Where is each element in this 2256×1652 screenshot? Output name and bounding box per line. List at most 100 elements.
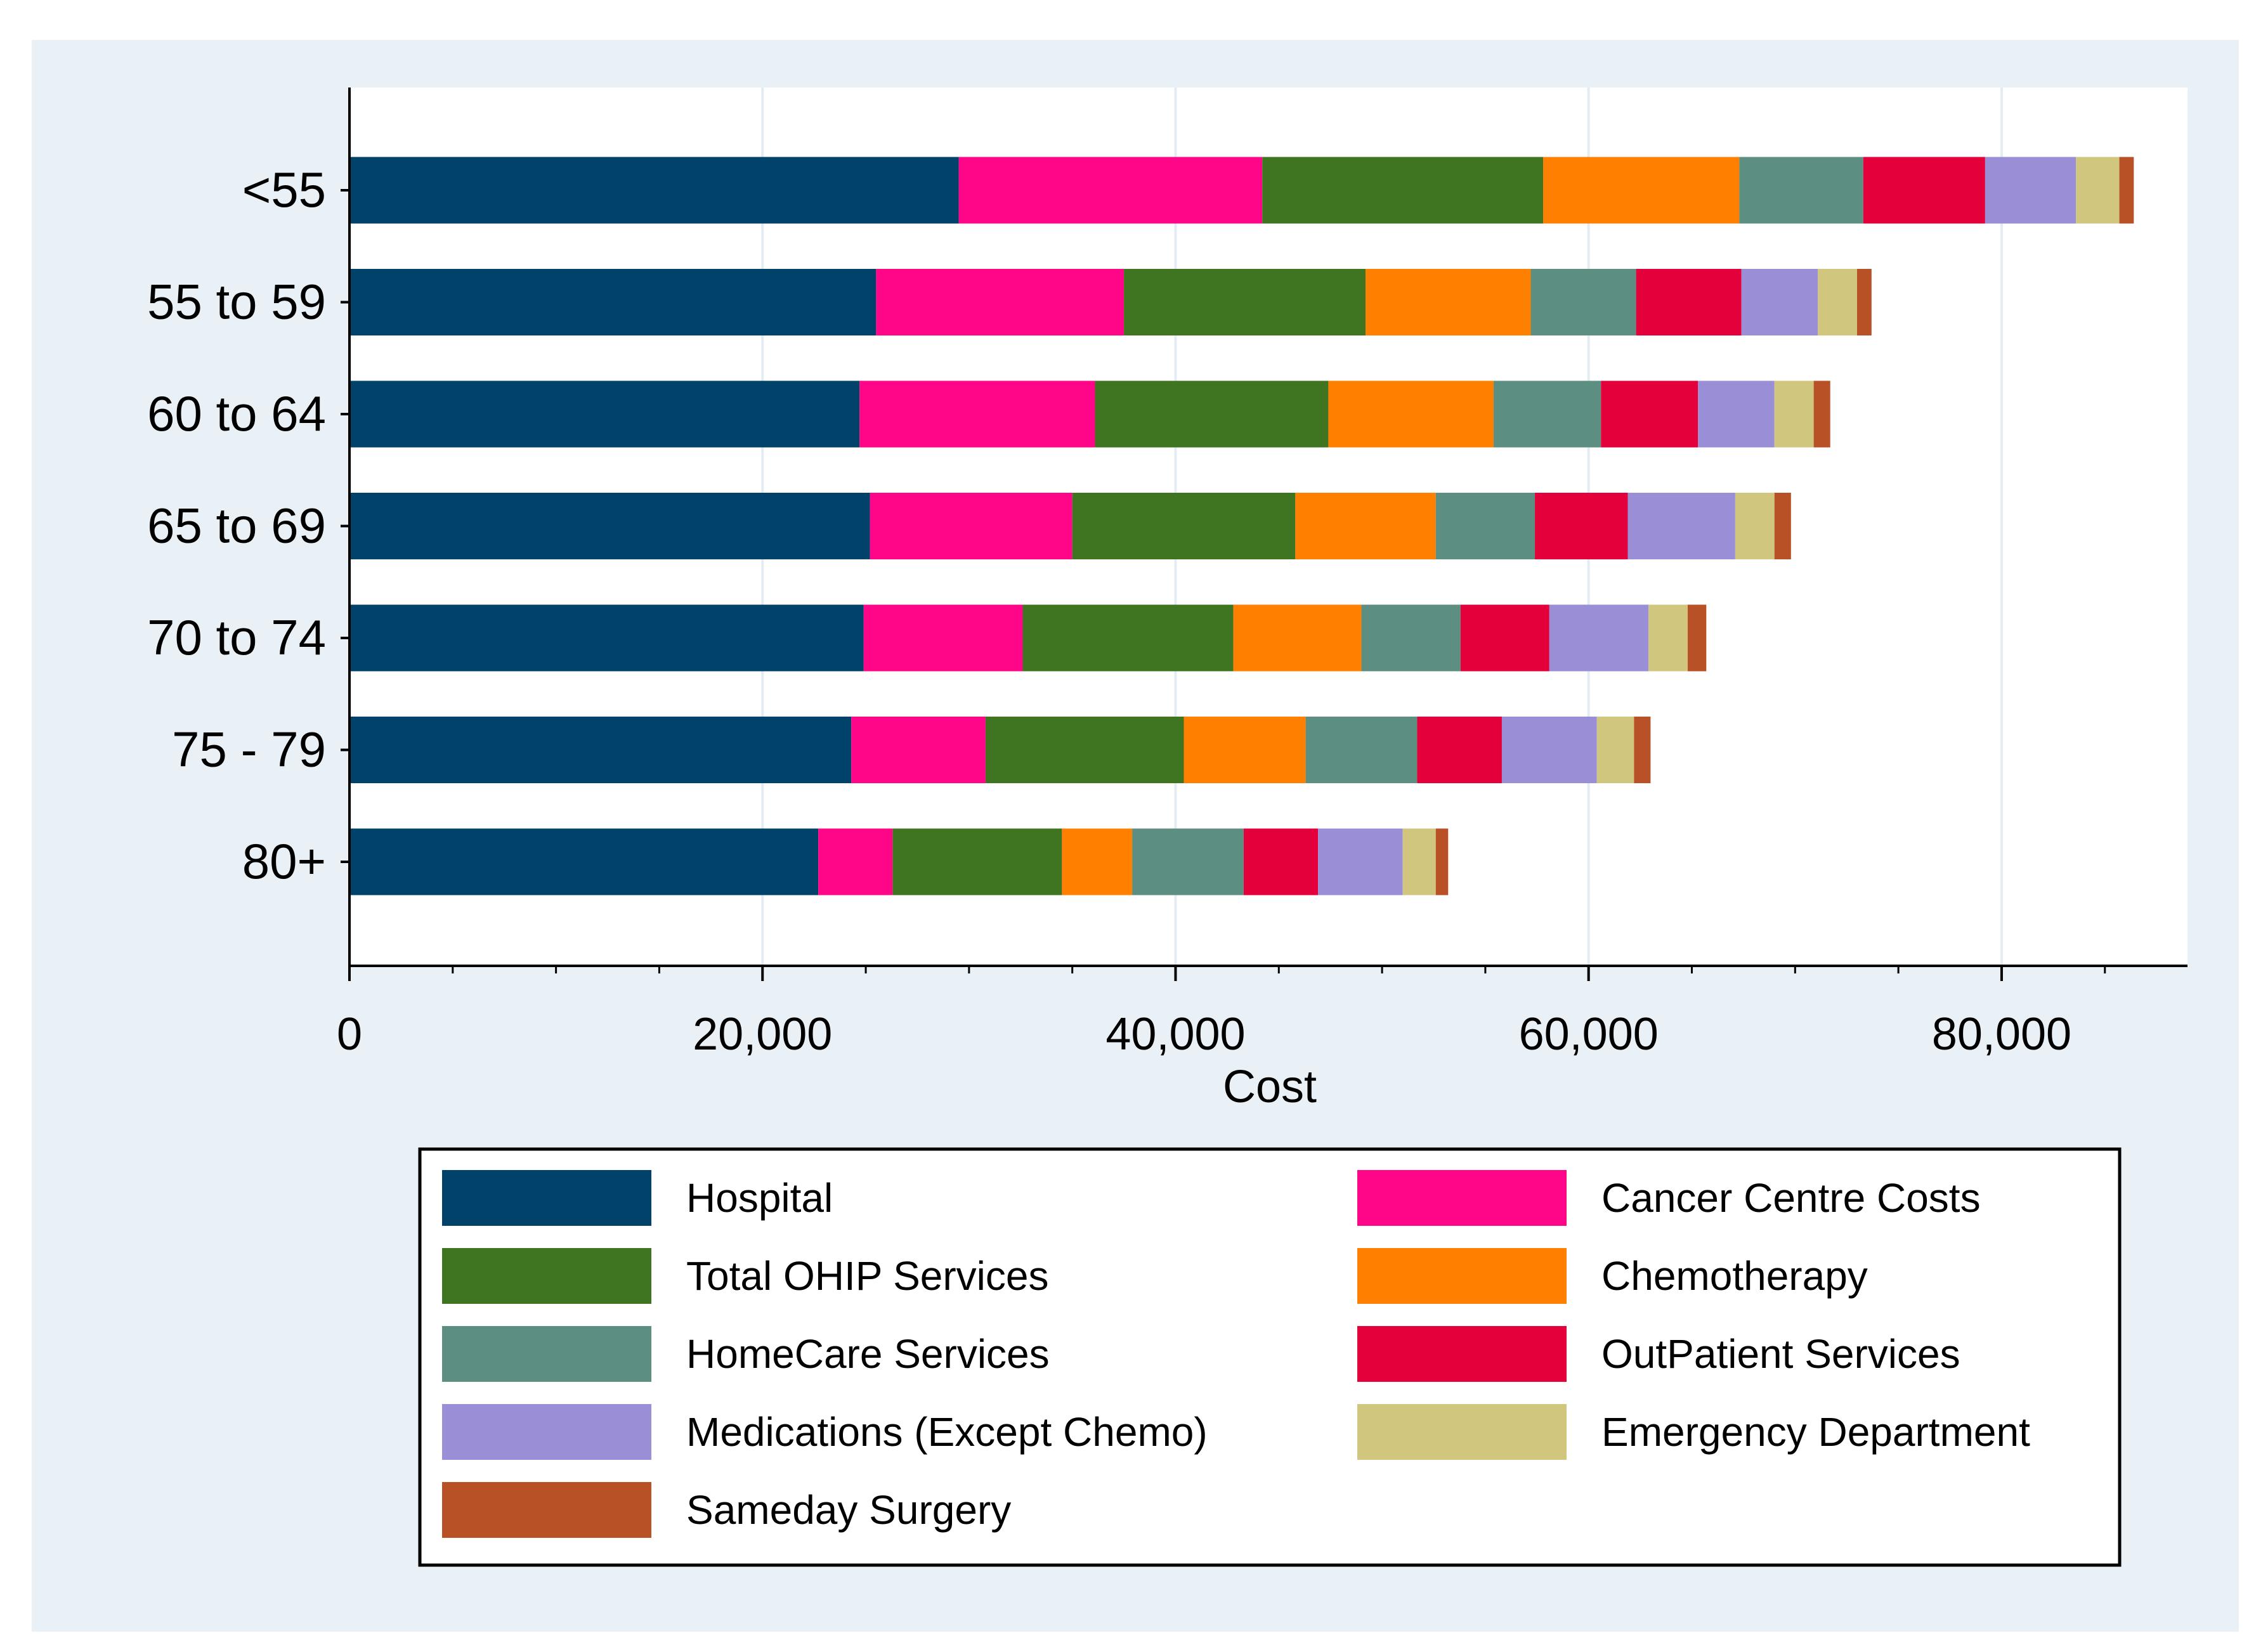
bar-segment [1460, 604, 1549, 672]
legend-swatch [1357, 1248, 1567, 1304]
bar-segment [1634, 717, 1651, 783]
bar-segment [1501, 717, 1597, 783]
legend-swatch [442, 1326, 651, 1382]
legend-swatch [442, 1482, 651, 1538]
bar-segment [1813, 380, 1830, 448]
x-tick-label: 40,000 [1105, 1009, 1245, 1060]
y-tick-label: 65 to 69 [147, 498, 326, 554]
bar-segment [1183, 717, 1306, 783]
bar-segment [1774, 380, 1814, 448]
bar-segment [1435, 828, 1449, 895]
bar-segment [1124, 269, 1366, 335]
y-tick-label: 75 - 79 [172, 722, 326, 777]
legend-swatch [442, 1248, 651, 1304]
bar-segment [1636, 269, 1742, 335]
bar-segment [1648, 604, 1688, 672]
bar-segment [1435, 493, 1536, 559]
bar-segment [1741, 269, 1818, 335]
bar-segment [1022, 604, 1234, 672]
bar-segment [1132, 828, 1244, 895]
legend-label: HomeCare Services [686, 1331, 1050, 1377]
bar-segment [1601, 380, 1699, 448]
x-tick-label: 60,000 [1519, 1009, 1659, 1060]
bars [349, 157, 2134, 895]
bar-segment [1062, 828, 1133, 895]
bar-segment [1243, 828, 1319, 895]
bar-segment [349, 828, 819, 895]
bar-segment [1295, 493, 1436, 559]
legend-label: Sameday Surgery [686, 1487, 1011, 1533]
bar-segment [1493, 380, 1601, 448]
bar-segment [985, 717, 1184, 783]
y-tick-label: 70 to 74 [147, 609, 326, 665]
bar-segment [876, 269, 1125, 335]
bar-segment [1417, 717, 1502, 783]
bar-segment [349, 604, 864, 672]
legend-swatch [1357, 1326, 1567, 1382]
bar-segment [2076, 157, 2120, 224]
x-axis: 0 20,000 40,000 60,000 80,000 [337, 966, 2106, 1060]
legend-swatch [1357, 1170, 1567, 1226]
bar-segment [892, 828, 1062, 895]
bar-segment [1698, 380, 1775, 448]
legend-swatch [442, 1404, 651, 1460]
bar-segment [1366, 269, 1531, 335]
legend-label: Medications (Except Chemo) [686, 1409, 1208, 1455]
bar-segment [1985, 157, 2077, 224]
bar-segment [349, 717, 852, 783]
bar-segment [1549, 604, 1649, 672]
bar-segment [349, 269, 877, 335]
y-tick-label: <55 [242, 162, 326, 218]
y-axis: <55 55 to 59 60 to 64 65 to 69 70 to 74 75 - … [147, 162, 349, 889]
bar-segment [349, 493, 870, 559]
y-tick-label: 60 to 64 [147, 386, 326, 441]
legend-swatch [1357, 1404, 1567, 1460]
bar-segment [1857, 269, 1872, 335]
x-tick-label: 20,000 [693, 1009, 832, 1060]
legend-label: OutPatient Services [1601, 1331, 1960, 1377]
bar-segment [1863, 157, 1985, 224]
bar-segment [1774, 493, 1791, 559]
bar-segment [958, 157, 1263, 224]
legend-label: Emergency Department [1601, 1409, 2030, 1455]
bar-segment [1739, 157, 1863, 224]
bar-segment [2119, 157, 2134, 224]
bar-segment [1535, 493, 1628, 559]
bar-segment [1735, 493, 1775, 559]
legend-box [418, 1147, 2122, 1567]
bar-segment [1233, 604, 1362, 672]
bar-segment [1543, 157, 1740, 224]
bar-segment [1361, 604, 1461, 672]
bar-segment [349, 380, 860, 448]
x-tick-label: 0 [337, 1009, 362, 1060]
x-tick-label: 80,000 [1932, 1009, 2071, 1060]
x-axis-title: Cost [1223, 1062, 1317, 1112]
legend-label: Total OHIP Services [686, 1253, 1048, 1299]
bar-segment [1095, 380, 1329, 448]
legend-swatch [442, 1170, 651, 1226]
legend-label: Hospital [686, 1175, 833, 1221]
legend: Hospital Cancer Centre Costs Total OHIP Se… [442, 1170, 2030, 1538]
bar-segment [1627, 493, 1735, 559]
bar-segment [818, 828, 893, 895]
bar-segment [863, 604, 1023, 672]
bar-segment [851, 717, 986, 783]
bar-segment [349, 157, 959, 224]
legend-label: Cancer Centre Costs [1601, 1175, 1981, 1221]
bar-segment [1818, 269, 1858, 335]
bar-segment [1596, 717, 1634, 783]
bar-segment [1318, 828, 1403, 895]
bar-segment [1402, 828, 1436, 895]
bar-segment [870, 493, 1073, 559]
y-tick-label: 80+ [242, 833, 326, 889]
bar-segment [1530, 269, 1636, 335]
bar-segment [1072, 493, 1296, 559]
bar-segment [1262, 157, 1544, 224]
bar-segment [1328, 380, 1494, 448]
legend-label: Chemotherapy [1601, 1253, 1868, 1299]
bar-segment [859, 380, 1095, 448]
bar-segment [1688, 604, 1707, 672]
y-tick-label: 55 to 59 [147, 274, 326, 330]
bar-segment [1305, 717, 1418, 783]
